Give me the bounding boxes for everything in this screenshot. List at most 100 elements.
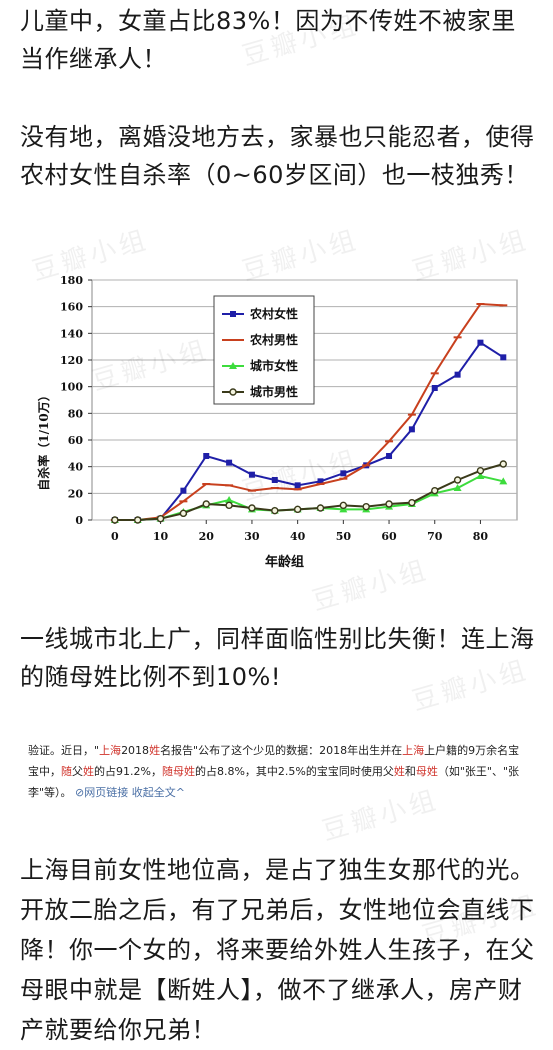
x-tick-label: 50 bbox=[336, 530, 352, 543]
y-tick-label: 100 bbox=[60, 381, 83, 394]
y-tick-label: 180 bbox=[60, 274, 83, 287]
data-point bbox=[454, 371, 461, 378]
series-line bbox=[114, 341, 504, 521]
quote-text: 的占91.2%， bbox=[94, 765, 162, 778]
data-point bbox=[229, 388, 237, 396]
data-point bbox=[431, 385, 438, 391]
y-tick-label: 0 bbox=[75, 514, 83, 527]
x-tick-label: 10 bbox=[153, 530, 169, 543]
data-point bbox=[225, 501, 233, 510]
data-point bbox=[226, 459, 233, 466]
data-point bbox=[477, 339, 484, 346]
data-point bbox=[156, 514, 165, 523]
quote-highlight: 姓 bbox=[83, 765, 94, 778]
quote-highlight: 上海 bbox=[402, 744, 425, 757]
data-point bbox=[500, 354, 507, 361]
quote-text: 父 bbox=[72, 765, 83, 778]
quote-text: 上户籍的9万余名宝宝中， bbox=[28, 744, 520, 778]
web-link[interactable]: 网页链接 bbox=[84, 786, 129, 799]
collapse-text-button[interactable]: 收起全文 bbox=[131, 786, 176, 799]
quote-highlight: 上海 bbox=[99, 744, 122, 757]
data-point bbox=[316, 504, 325, 512]
suicide-rate-chart: 0 20 40 60 80 100 120 140 160 180 0 10 20 30 40 50 60 70 8… bbox=[20, 268, 535, 578]
data-point bbox=[179, 509, 188, 518]
data-point bbox=[408, 498, 416, 507]
quote-text: （如"张王"、"张李"等）。 bbox=[28, 765, 520, 799]
data-point bbox=[294, 482, 301, 489]
legend-label: 城市女性 bbox=[250, 358, 298, 373]
data-point bbox=[408, 426, 415, 433]
data-point bbox=[453, 484, 462, 491]
x-tick-label: 30 bbox=[244, 530, 260, 543]
data-point bbox=[180, 487, 187, 494]
y-axis-label: 自杀率（1/10万） bbox=[36, 389, 51, 490]
quote-highlight: 母 bbox=[415, 765, 427, 778]
data-point bbox=[340, 470, 347, 477]
data-point bbox=[230, 311, 236, 317]
y-tick-label: 80 bbox=[68, 407, 84, 420]
data-point bbox=[225, 496, 234, 503]
y-tick-label: 40 bbox=[68, 461, 84, 474]
series-dash bbox=[110, 302, 508, 521]
quote-text: 验证。近日，" bbox=[28, 744, 100, 757]
quote-text: 和 bbox=[404, 765, 416, 778]
data-point bbox=[229, 362, 237, 369]
quoted-news: 验证。近日，"上海2018姓名报告"公布了这个少见的数据：2018年出生并在上海… bbox=[28, 740, 528, 803]
quote-text: 的占8.8%，其中2.5%的宝宝同时使用父 bbox=[194, 765, 394, 778]
rural-paragraph: 没有地，离婚没地方去，家暴也只能忍者，使得农村女性自杀率（0~60岁区间）也一枝… bbox=[20, 123, 535, 189]
data-point bbox=[271, 477, 278, 483]
data-point bbox=[476, 472, 485, 479]
x-tick-label: 20 bbox=[199, 530, 215, 543]
x-tick-label: 40 bbox=[290, 530, 306, 543]
quote-highlight: 姓 bbox=[183, 765, 195, 778]
x-tick-label: 80 bbox=[473, 530, 489, 543]
data-point bbox=[385, 500, 393, 508]
quote-highlight: 姓 bbox=[393, 765, 405, 778]
data-point bbox=[317, 478, 324, 485]
y-tick-label: 120 bbox=[60, 354, 83, 367]
y-tick-label: 20 bbox=[68, 487, 84, 500]
legend-label: 农村女性 bbox=[249, 306, 298, 321]
y-tick-label: 140 bbox=[60, 327, 83, 340]
legend-label: 农村男性 bbox=[249, 332, 298, 347]
series-circle bbox=[111, 460, 507, 524]
y-tick-label: 60 bbox=[68, 434, 84, 447]
data-point bbox=[499, 460, 507, 468]
chart-svg: 0 20 40 60 80 100 120 140 160 180 0 10 20 30 40 50 60 70 8… bbox=[36, 274, 518, 570]
quote-highlight: 姓 bbox=[149, 744, 161, 757]
x-tick-label: 0 bbox=[111, 530, 119, 543]
series-line bbox=[114, 463, 504, 521]
quote-highlight: 随 bbox=[161, 765, 173, 778]
data-point bbox=[476, 466, 485, 475]
quote-text: 名报告"公布了这个少见的数据：2018年出生并在 bbox=[160, 744, 403, 757]
data-point bbox=[111, 516, 119, 524]
data-point bbox=[362, 502, 370, 511]
x-tick-label: 70 bbox=[427, 530, 443, 543]
quote-text: 2018 bbox=[121, 744, 150, 757]
data-point bbox=[202, 500, 210, 508]
link-icon[interactable]: ⊘ bbox=[71, 786, 85, 799]
data-point bbox=[271, 506, 279, 515]
legend-label: 城市男性 bbox=[250, 384, 298, 399]
data-point bbox=[248, 471, 255, 478]
data-point bbox=[133, 516, 142, 524]
data-point bbox=[453, 476, 462, 484]
y-tick-label: 160 bbox=[60, 301, 83, 314]
data-point bbox=[386, 453, 393, 459]
conclusion-paragraph: 上海目前女性地位高，是占了独生女那代的光。开放二胎之后，有了兄弟后，女性地位会直… bbox=[20, 856, 535, 1044]
data-point bbox=[203, 453, 210, 459]
quote-highlight: 随 bbox=[61, 765, 72, 778]
data-point bbox=[431, 486, 439, 495]
shanghai-paragraph: 一线城市北上广，同样面临性别比失衡！连上海的随母姓比例不到10%! bbox=[20, 625, 535, 691]
quote-highlight: 母 bbox=[172, 765, 184, 778]
x-tick-label: 60 bbox=[381, 530, 397, 543]
data-point bbox=[293, 505, 302, 514]
data-point bbox=[248, 504, 256, 512]
x-axis-label: 年龄组 bbox=[265, 554, 304, 570]
data-point bbox=[339, 501, 348, 510]
data-point bbox=[499, 477, 508, 485]
chevron-up-icon[interactable]: ^ bbox=[175, 786, 185, 799]
intro-paragraph: 儿童中，女童占比83%！因为不传姓不被家里当作继承人！ bbox=[20, 7, 516, 73]
quote-highlight: 姓 bbox=[426, 765, 438, 778]
